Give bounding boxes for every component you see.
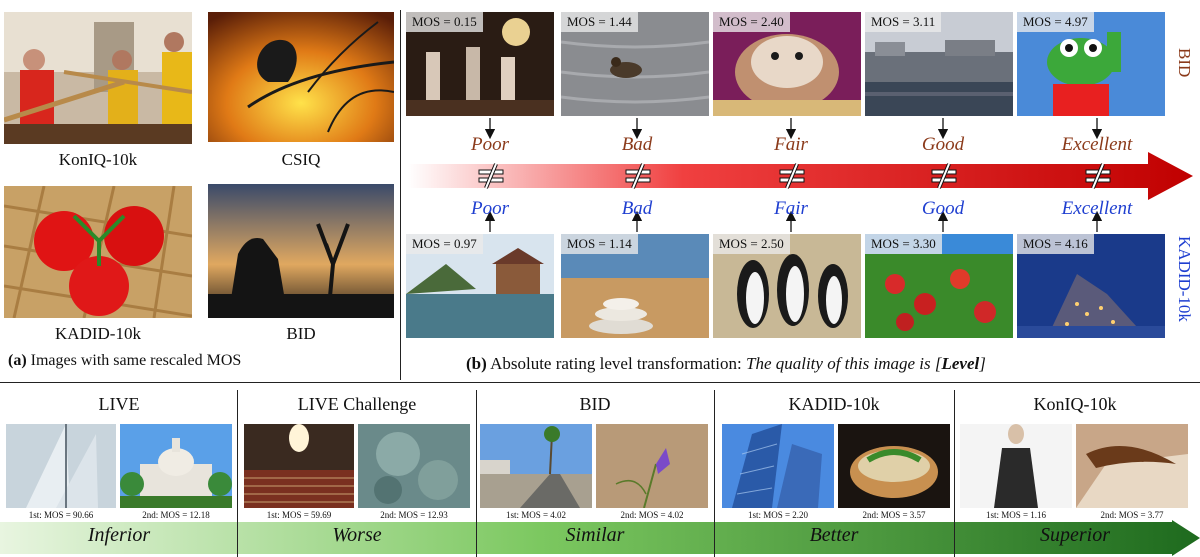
livec-image-2: [358, 424, 470, 508]
bid-photo-2: MOS = 1.44: [561, 12, 709, 116]
csiq-label: CSIQ: [281, 150, 321, 169]
first-mos: 1st: MOS = 90.66: [28, 510, 94, 520]
second-mos: 2nd: MOS = 12.93: [380, 510, 448, 520]
bid-level-5: Excellent: [1061, 134, 1133, 155]
panel-b-caption-italic: The quality of this image is [: [745, 354, 942, 373]
dataset-title: BID: [579, 394, 611, 414]
bid-photo-4: MOS = 3.11: [865, 12, 1013, 116]
not-equal-icon: [931, 163, 957, 189]
second-mos: 2nd: MOS = 12.18: [142, 510, 210, 520]
bid-image: [208, 184, 394, 318]
koniq-bottom-image-1: [960, 424, 1072, 508]
not-equal-icon: [1085, 163, 1111, 189]
divider-horizontal: [0, 382, 1200, 383]
bid-photo-1: MOS = 0.15: [406, 12, 554, 116]
panel-b-caption: (b) Absolute rating level transformation…: [466, 354, 986, 374]
dataset-title: KADID-10k: [788, 394, 880, 414]
dataset-title: KonIQ-10k: [1033, 394, 1117, 414]
live-image-2: [120, 424, 232, 508]
bid-level-3: Fair: [774, 134, 808, 155]
connector-arrows: [484, 118, 1103, 232]
mos-label: MOS = 1.44: [561, 12, 638, 32]
bid-photo-3: MOS = 2.40: [713, 12, 861, 116]
first-mos: 1st: MOS = 2.20: [747, 510, 809, 520]
mos-label: MOS = 4.97: [1017, 12, 1094, 32]
panel-b-caption-text: Absolute rating level transformation:: [490, 354, 742, 373]
kadid-bottom-image-2: [838, 424, 950, 508]
dataset-title: LIVE Challenge: [297, 394, 417, 414]
kadid-level-3: Fair: [774, 198, 808, 219]
koniq-label: KonIQ-10k: [58, 150, 138, 169]
first-mos: 1st: MOS = 1.16: [985, 510, 1047, 520]
mos-label: MOS = 1.14: [561, 234, 638, 254]
rating-arrow: [408, 152, 1193, 200]
kadid-level-4: Good: [921, 198, 965, 219]
panel-b-caption-close: ]: [979, 354, 986, 373]
bid-bottom-image-2: [596, 424, 708, 508]
bid-side-label: BID: [1175, 48, 1194, 78]
kadid-image: [4, 186, 192, 318]
panel-a-caption-tag: (a): [8, 352, 27, 369]
bid-bottom-image-1: [480, 424, 592, 508]
first-mos: 1st: MOS = 59.69: [266, 510, 332, 520]
comparison-word: Worse: [332, 524, 382, 546]
kadid-bottom-image-1: [722, 424, 834, 508]
bid-label: BID: [286, 324, 316, 343]
comparison-word: Inferior: [87, 524, 151, 546]
not-equal-icon: [625, 163, 651, 189]
kadid-photo-4: MOS = 3.30: [865, 234, 1013, 338]
second-mos: 2nd: MOS = 3.57: [862, 510, 926, 520]
mos-label: MOS = 2.50: [713, 234, 790, 254]
not-equal-icon: [478, 163, 504, 189]
kadid-label: KADID-10k: [55, 324, 141, 343]
kadid-photo-2: MOS = 1.14: [561, 234, 709, 338]
kadid-photo-3: MOS = 2.50: [713, 234, 861, 338]
koniq-bottom-image-2: [1076, 424, 1188, 508]
not-equal-icon: [779, 163, 805, 189]
panel-a-caption: (a) Images with same rescaled MOS: [8, 352, 241, 370]
comparison-arrow: [0, 520, 1200, 556]
section-divider: [954, 390, 955, 557]
section-divider: [714, 390, 715, 557]
panel-a-caption-text: Images with same rescaled MOS: [30, 352, 242, 369]
mos-label: MOS = 3.11: [865, 12, 942, 32]
comparison-word: Superior: [1040, 524, 1110, 546]
kadid-side-label: KADID-10k: [1175, 236, 1194, 322]
divider-ab: [400, 10, 401, 380]
bid-level-2: Bad: [621, 134, 653, 155]
kadid-level-5: Excellent: [1061, 198, 1133, 219]
dataset-title: LIVE: [98, 394, 140, 414]
second-mos: 2nd: MOS = 3.77: [1100, 510, 1164, 520]
comparison-word: Better: [809, 524, 859, 546]
mos-label: MOS = 2.40: [713, 12, 790, 32]
panel-b-caption-level: Level: [941, 354, 980, 373]
kadid-photo-1: MOS = 0.97: [406, 234, 554, 338]
csiq-image: [208, 12, 394, 142]
mos-label: MOS = 0.97: [406, 234, 483, 254]
section-divider: [476, 390, 477, 557]
live-image-1: [6, 424, 116, 508]
livec-image-1: [244, 424, 354, 508]
bid-photo-5: MOS = 4.97: [1017, 12, 1165, 116]
mos-label: MOS = 0.15: [406, 12, 483, 32]
comparison-word: Similar: [565, 524, 625, 546]
panel-b-caption-tag: (b): [466, 354, 487, 373]
first-mos: 1st: MOS = 4.02: [505, 510, 567, 520]
kadid-photo-5: MOS = 4.16: [1017, 234, 1165, 338]
koniq-image: [4, 12, 192, 144]
kadid-level-1: Poor: [471, 198, 509, 219]
bid-level-1: Poor: [471, 134, 509, 155]
section-divider: [237, 390, 238, 557]
mos-label: MOS = 4.16: [1017, 234, 1094, 254]
mos-label: MOS = 3.30: [865, 234, 942, 254]
kadid-level-2: Bad: [621, 198, 653, 219]
second-mos: 2nd: MOS = 4.02: [620, 510, 684, 520]
bid-level-4: Good: [921, 134, 965, 155]
